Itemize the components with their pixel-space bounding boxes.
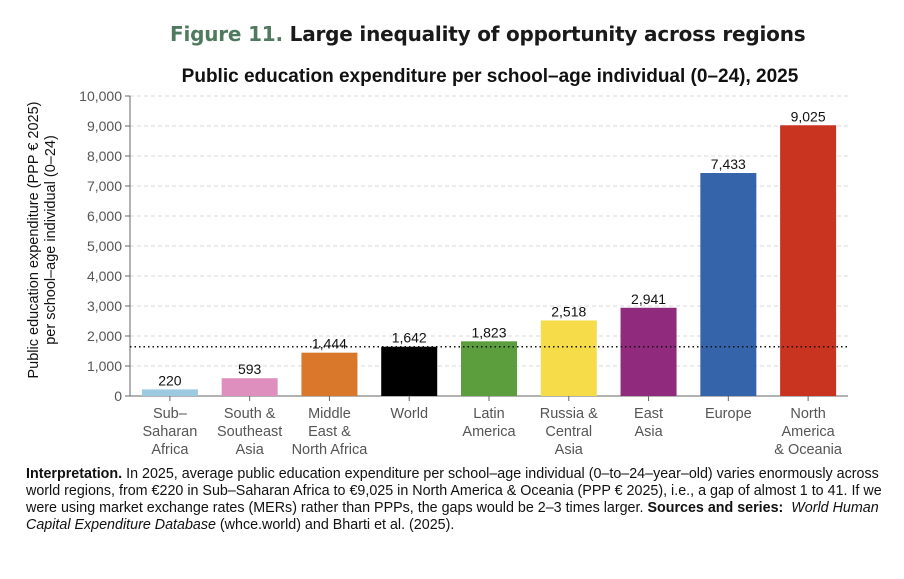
x-tick-label: Asia xyxy=(555,442,584,458)
x-tick-label: North Africa xyxy=(292,442,369,458)
bar xyxy=(540,320,597,396)
x-tick-label: & Oceania xyxy=(774,442,843,458)
bar xyxy=(620,307,677,396)
x-tick-label: America xyxy=(462,424,516,440)
y-tick-label: 7,000 xyxy=(87,178,122,194)
x-tick-label: Asia xyxy=(634,424,663,440)
figure-title-text: Large inequality of opportunity across r… xyxy=(289,22,806,46)
y-tick-label: 2,000 xyxy=(87,328,122,344)
bar xyxy=(301,352,358,396)
y-tick-label: 0 xyxy=(114,388,122,404)
data-label: 2,518 xyxy=(551,303,586,319)
x-tick-label: Latin xyxy=(473,406,504,422)
x-tick-label: East xyxy=(634,406,663,422)
bar-chart: Public education expenditure per school–… xyxy=(26,66,848,458)
x-tick-label: Central xyxy=(545,424,592,440)
data-label: 1,823 xyxy=(471,324,506,340)
x-tick-label: East & xyxy=(308,424,351,440)
bar xyxy=(780,125,837,396)
data-label: 9,025 xyxy=(791,108,826,124)
x-tick-label: World xyxy=(390,406,428,422)
y-axis-label: per school–age individual (0–24) xyxy=(43,135,59,345)
x-tick-label: Sub– xyxy=(153,406,188,422)
x-tick-label: America xyxy=(782,424,836,440)
bar xyxy=(221,378,278,396)
y-tick-label: 10,000 xyxy=(79,88,122,104)
x-tick-label: South & xyxy=(224,406,276,422)
interpretation-note: Interpretation. In 2025, average public … xyxy=(26,466,886,534)
chart-title: Public education expenditure per school–… xyxy=(182,66,799,87)
x-tick-label: Saharan xyxy=(142,424,197,440)
bar xyxy=(461,341,517,396)
x-tick-label: Africa xyxy=(151,442,189,458)
data-label: 7,433 xyxy=(711,156,746,172)
data-label: 220 xyxy=(158,372,182,388)
bar xyxy=(700,173,757,396)
interpretation-text: In 2025, average public education expend… xyxy=(26,466,882,516)
data-label: 2,941 xyxy=(631,291,666,307)
y-tick-label: 3,000 xyxy=(87,298,122,314)
x-tick-label: Middle xyxy=(308,406,351,422)
data-label: 1,642 xyxy=(392,330,427,346)
data-label: 593 xyxy=(238,361,262,377)
x-tick-label: Southeast xyxy=(217,424,282,440)
x-tick-label: North xyxy=(790,406,825,422)
figure-number: Figure 11. xyxy=(170,22,283,46)
y-tick-label: 5,000 xyxy=(87,238,122,254)
x-tick-label: Europe xyxy=(705,406,752,422)
figure-title: Figure 11. Large inequality of opportuni… xyxy=(170,22,806,46)
y-tick-label: 8,000 xyxy=(87,148,122,164)
x-tick-label: Russia & xyxy=(540,406,598,422)
y-tick-label: 1,000 xyxy=(87,358,122,374)
sources-text: (whce.world) and Bharti et al. (2025). xyxy=(215,517,455,533)
bar xyxy=(381,346,438,396)
y-axis-label: Public education expenditure (PPP € 2025… xyxy=(26,101,42,378)
x-tick-label: Asia xyxy=(236,442,265,458)
sources-label: Sources and series: xyxy=(647,500,784,516)
sources-database: World Human Capital Expenditure Database xyxy=(26,500,879,533)
y-tick-label: 4,000 xyxy=(87,268,122,284)
data-label: 1,444 xyxy=(312,336,347,352)
y-tick-label: 6,000 xyxy=(87,208,122,224)
interpretation-label: Interpretation. xyxy=(26,466,123,482)
bar xyxy=(141,389,198,396)
y-tick-label: 9,000 xyxy=(87,118,122,134)
